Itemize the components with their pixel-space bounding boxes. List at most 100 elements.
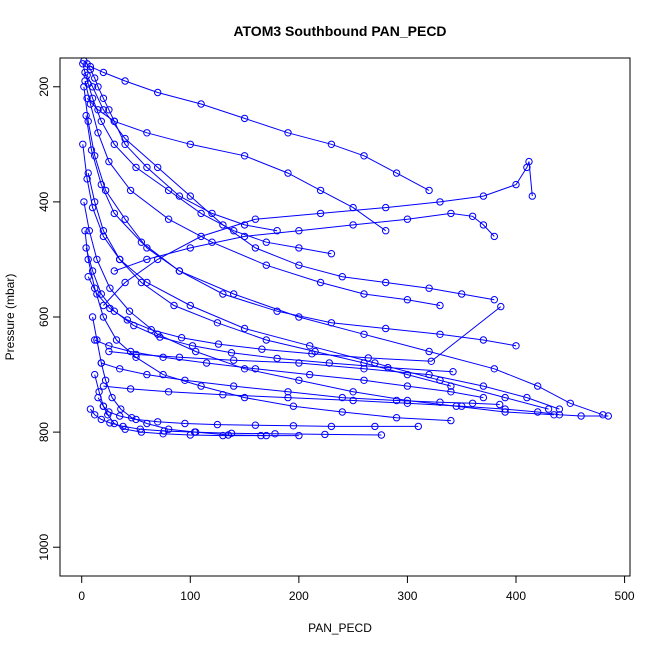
data-point — [230, 382, 238, 390]
data-point — [117, 405, 125, 413]
data-point — [99, 382, 108, 390]
data-point — [295, 227, 303, 235]
data-point — [496, 400, 504, 409]
data-point — [88, 267, 97, 275]
data-point — [251, 365, 260, 373]
series-line-16 — [114, 212, 495, 272]
data-point — [213, 319, 222, 327]
data-point — [306, 370, 314, 379]
data-point — [197, 209, 205, 218]
data-point — [86, 405, 95, 413]
series-line-17 — [86, 97, 386, 232]
y-tick-label: 800 — [37, 422, 51, 442]
data-point — [94, 129, 102, 137]
data-point — [447, 382, 455, 390]
data-point — [147, 326, 155, 334]
data-point — [544, 405, 553, 413]
plot-area — [79, 57, 612, 440]
data-point — [110, 209, 119, 218]
data-point — [186, 301, 195, 310]
data-point — [392, 414, 401, 422]
data-point — [93, 290, 101, 298]
data-point — [479, 393, 488, 402]
data-point — [392, 169, 401, 177]
data-point — [240, 232, 249, 241]
data-point — [349, 203, 357, 212]
data-point — [121, 77, 129, 85]
data-point — [84, 273, 92, 281]
data-point — [106, 284, 114, 292]
series-line-18 — [90, 66, 430, 191]
data-point — [99, 227, 108, 235]
series-line-14 — [90, 408, 382, 436]
data-point — [555, 405, 564, 413]
data-point — [349, 396, 357, 405]
data-point — [284, 388, 292, 396]
data-point — [501, 405, 509, 413]
data-point — [99, 301, 108, 310]
data-point — [458, 290, 466, 298]
data-point — [87, 146, 96, 154]
data-point — [349, 388, 357, 396]
x-tick-label: 100 — [180, 589, 200, 603]
data-point — [295, 313, 303, 321]
data-point — [295, 261, 303, 269]
data-point — [126, 385, 135, 393]
data-point — [197, 382, 205, 390]
data-point — [479, 336, 488, 344]
data-point — [116, 412, 124, 420]
data-point — [121, 278, 129, 287]
y-tick-label: 400 — [37, 192, 51, 212]
data-point — [82, 244, 90, 252]
data-point — [186, 140, 195, 149]
data-point — [186, 244, 195, 252]
data-point — [240, 221, 249, 229]
data-point — [382, 324, 390, 333]
data-point — [458, 402, 466, 410]
data-point — [403, 370, 412, 379]
data-point — [449, 368, 457, 376]
data-point — [156, 333, 164, 341]
data-point — [143, 244, 151, 252]
data-point — [208, 209, 216, 218]
data-point — [186, 192, 195, 200]
data-point — [479, 221, 488, 229]
data-point — [99, 313, 108, 321]
data-point — [468, 212, 477, 221]
data-point — [106, 419, 114, 427]
data-point — [525, 157, 533, 166]
data-point — [143, 129, 151, 137]
data-point — [79, 60, 87, 68]
data-point — [121, 134, 129, 143]
data-point — [91, 152, 99, 160]
data-point — [479, 192, 488, 200]
data-point — [94, 106, 102, 114]
data-point — [132, 350, 140, 359]
data-point — [136, 425, 145, 433]
data-point — [338, 408, 346, 416]
data-point — [604, 412, 612, 420]
data-point — [273, 307, 281, 315]
data-point — [81, 227, 89, 235]
series-line-4 — [84, 80, 441, 306]
data-point — [338, 273, 346, 281]
data-point — [105, 106, 113, 114]
data-point — [240, 365, 249, 373]
data-point — [164, 186, 173, 195]
data-point — [119, 422, 127, 431]
data-point — [425, 370, 433, 379]
data-point — [392, 396, 401, 405]
data-point — [219, 431, 227, 440]
data-point — [123, 316, 132, 324]
data-point — [97, 359, 106, 367]
series-line-2 — [82, 63, 332, 255]
data-point — [82, 111, 90, 120]
data-point — [555, 411, 564, 419]
x-tick-label: 500 — [615, 589, 635, 603]
data-point — [97, 117, 106, 126]
series-line-21 — [103, 385, 609, 417]
x-axis-label: PAN_PECD — [308, 621, 372, 635]
series-line-10 — [84, 230, 451, 422]
data-point — [523, 393, 531, 402]
